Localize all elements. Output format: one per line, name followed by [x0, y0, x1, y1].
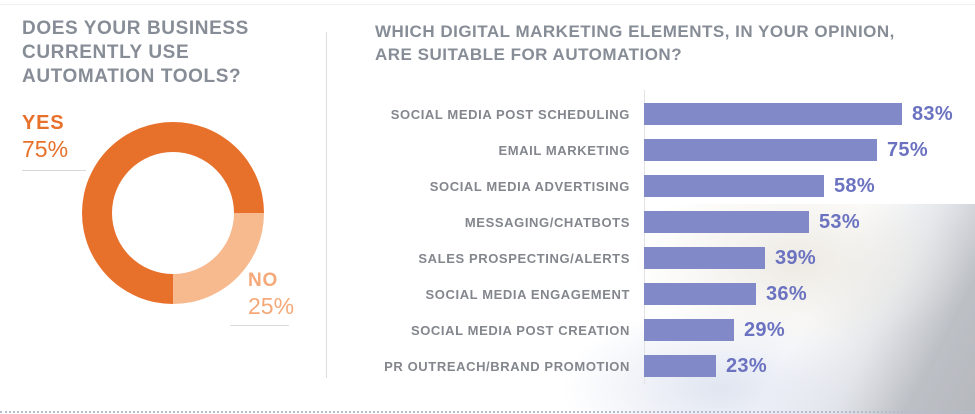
bar-row: SOCIAL MEDIA ENGAGEMENT 36%: [375, 276, 971, 312]
bar-value: 36%: [766, 282, 807, 305]
bar-track: 83%: [644, 103, 971, 125]
bar: [644, 355, 716, 377]
donut-title-line: AUTOMATION TOOLS?: [22, 66, 242, 87]
yes-value: 75%: [22, 136, 69, 162]
bar-row: PR OUTREACH/BRAND PROMOTION 23%: [375, 348, 971, 384]
bar: [644, 283, 756, 305]
bar: [644, 319, 734, 341]
bar-track: 75%: [644, 139, 971, 161]
bar-track: 29%: [644, 319, 971, 341]
bar-label: EMAIL MARKETING: [498, 142, 630, 158]
no-underline: [230, 325, 289, 326]
bar: [644, 175, 824, 197]
bottom-dotted-divider: [0, 411, 975, 413]
bar: [644, 103, 902, 125]
bar-track: 23%: [644, 355, 971, 377]
bar-label: SOCIAL MEDIA POST CREATION: [410, 322, 630, 338]
background-photo: [535, 204, 975, 414]
bar-label: PR OUTREACH/BRAND PROMOTION: [384, 358, 630, 374]
donut-no-legend: NO 25%: [230, 270, 295, 326]
bar-value: 39%: [775, 246, 816, 269]
bar-label: SOCIAL MEDIA POST SCHEDULING: [390, 106, 630, 122]
top-hairline: [0, 4, 975, 5]
bar-row: EMAIL MARKETING 75%: [375, 132, 971, 168]
bar-track: 36%: [644, 283, 971, 305]
bar: [644, 247, 765, 269]
bar: [644, 211, 809, 233]
no-value: 25%: [248, 293, 295, 319]
bar-label: MESSAGING/CHATBOTS: [464, 214, 630, 230]
yes-label: YES: [22, 112, 65, 134]
section-divider: [326, 32, 327, 378]
bar: [644, 139, 877, 161]
bar-value: 83%: [912, 102, 953, 125]
bar-row: SALES PROSPECTING/ALERTS 39%: [375, 240, 971, 276]
bar-row: SOCIAL MEDIA POST CREATION 29%: [375, 312, 971, 348]
bar-value: 53%: [819, 210, 860, 233]
bar-label: SOCIAL MEDIA ADVERTISING: [429, 178, 630, 194]
bar-label: SOCIAL MEDIA ENGAGEMENT: [425, 286, 630, 302]
donut-chart: [82, 122, 264, 304]
donut-section-title: DOES YOUR BUSINESS CURRENTLY USE AUTOMAT…: [22, 17, 322, 89]
bar-chart-rows: SOCIAL MEDIA POST SCHEDULING 83% EMAIL MAR…: [375, 96, 971, 384]
donut-title-line: DOES YOUR BUSINESS: [22, 18, 249, 39]
bar-row: MESSAGING/CHATBOTS 53%: [375, 204, 971, 240]
no-label: NO: [248, 270, 279, 291]
bar-value: 23%: [726, 354, 767, 377]
bar-title-line: WHICH DIGITAL MARKETING ELEMENTS, IN YOU…: [375, 22, 895, 41]
bar-row: SOCIAL MEDIA POST SCHEDULING 83%: [375, 96, 971, 132]
bar-title-line: ARE SUITABLE FOR AUTOMATION?: [375, 45, 683, 64]
donut-yes-legend: YES 75%: [22, 112, 86, 171]
bar-value: 29%: [744, 318, 785, 341]
yes-underline: [22, 170, 86, 171]
bar-chart-title: WHICH DIGITAL MARKETING ELEMENTS, IN YOU…: [375, 20, 960, 66]
donut-title-line: CURRENTLY USE: [22, 42, 190, 63]
bar-track: 39%: [644, 247, 971, 269]
bar-value: 58%: [834, 174, 875, 197]
bar-value: 75%: [887, 138, 928, 161]
bar-chart-axis: [644, 90, 645, 384]
bar-track: 58%: [644, 175, 971, 197]
bar-label: SALES PROSPECTING/ALERTS: [418, 250, 630, 266]
bar-row: SOCIAL MEDIA ADVERTISING 58%: [375, 168, 971, 204]
bar-track: 53%: [644, 211, 971, 233]
